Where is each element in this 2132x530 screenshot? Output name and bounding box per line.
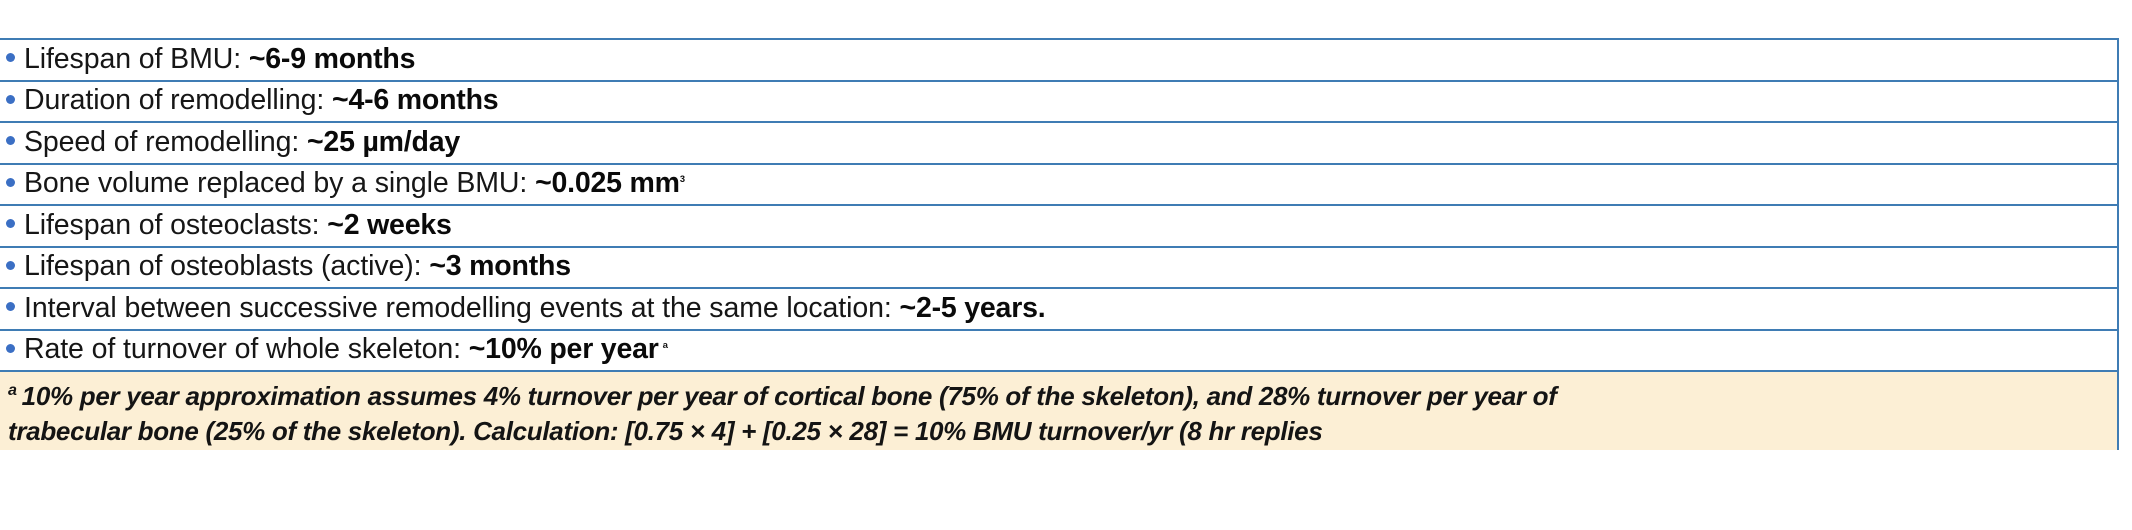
bullet-dot-icon (6, 53, 15, 63)
bullet-dot-icon (6, 94, 15, 104)
footnote-cell: a 10% per year approximation assumes 4% t… (0, 370, 2119, 450)
table-row[interactable]: Bone volume replaced by a single BMU: ~0… (0, 162, 2119, 205)
fact-cell-rate-of-turnover[interactable]: Rate of turnover of whole skeleton: ~10%… (0, 328, 2119, 371)
fact-label: Interval between successive remodelling … (24, 291, 900, 324)
fact-label: Duration of remodelling: (24, 84, 332, 117)
fact-label: Lifespan of osteoclasts: (24, 208, 328, 241)
table-row[interactable]: Duration of remodelling: ~4-6 months (0, 79, 2119, 122)
fact-value: ~6-9 months (248, 42, 416, 75)
fact-value: ~3 months (429, 250, 571, 283)
bone-remodelling-facts-table: Lifespan of BMU: ~6-9 months Duration of… (0, 38, 2119, 450)
fact-label: Lifespan of osteoblasts (active): (24, 250, 430, 283)
footnote-row: a 10% per year approximation assumes 4% t… (0, 370, 2119, 450)
bullet-dot-icon (6, 302, 15, 312)
fact-cell-lifespan-osteoclasts[interactable]: Lifespan of osteoclasts: ~2 weeks (0, 204, 2119, 247)
fact-value: ~25 µm/day (306, 125, 461, 158)
table-row[interactable]: Lifespan of osteoclasts: ~2 weeks (0, 204, 2119, 247)
fact-label: Speed of remodelling: (24, 125, 307, 158)
fact-cell-lifespan-osteoblasts[interactable]: Lifespan of osteoblasts (active): ~3 mon… (0, 245, 2119, 288)
fact-cell-bone-volume-replaced[interactable]: Bone volume replaced by a single BMU: ~0… (0, 162, 2119, 205)
fact-label: Rate of turnover of whole skeleton: (24, 333, 469, 366)
fact-value: ~2-5 years. (899, 291, 1046, 324)
fact-cell-speed-remodelling[interactable]: Speed of remodelling: ~25 µm/day (0, 121, 2119, 164)
fact-cell-interval-between-events[interactable]: Interval between successive remodelling … (0, 287, 2119, 330)
footnote-line-1-wrapper: a 10% per year approximation assumes 4% t… (8, 379, 2117, 414)
fact-value: ~0.025 mm (535, 167, 680, 200)
bullet-dot-icon (6, 343, 15, 353)
fact-value: ~4-6 months (332, 84, 499, 117)
fact-value: ~2 weeks (327, 208, 452, 241)
bullet-dot-icon (6, 177, 15, 187)
footnote-line-2: trabecular bone (25% of the skeleton). C… (8, 416, 1323, 447)
fact-label: Bone volume replaced by a single BMU: (24, 167, 536, 200)
bullet-dot-icon (6, 219, 15, 229)
table-row[interactable]: Speed of remodelling: ~25 µm/day (0, 121, 2119, 164)
footnote-reference-marker[interactable]: a (662, 340, 668, 352)
fact-cell-duration-remodelling[interactable]: Duration of remodelling: ~4-6 months (0, 79, 2119, 122)
bullet-dot-icon (6, 260, 15, 270)
footnote-marker: a (8, 381, 17, 400)
table-body: Lifespan of BMU: ~6-9 months Duration of… (0, 38, 2119, 450)
table-row[interactable]: Rate of turnover of whole skeleton: ~10%… (0, 328, 2119, 371)
table-row[interactable]: Lifespan of BMU: ~6-9 months (0, 38, 2119, 81)
bullet-dot-icon (6, 136, 15, 146)
table-row[interactable]: Lifespan of osteoblasts (active): ~3 mon… (0, 245, 2119, 288)
fact-cell-lifespan-bmu[interactable]: Lifespan of BMU: ~6-9 months (0, 38, 2119, 81)
table-row[interactable]: Interval between successive remodelling … (0, 287, 2119, 330)
fact-label: Lifespan of BMU: (24, 42, 249, 75)
footnote-line-1: 10% per year approximation assumes 4% tu… (21, 381, 1557, 411)
fact-value: ~10% per year (468, 333, 659, 366)
fact-value-superscript: 3 (679, 174, 685, 185)
